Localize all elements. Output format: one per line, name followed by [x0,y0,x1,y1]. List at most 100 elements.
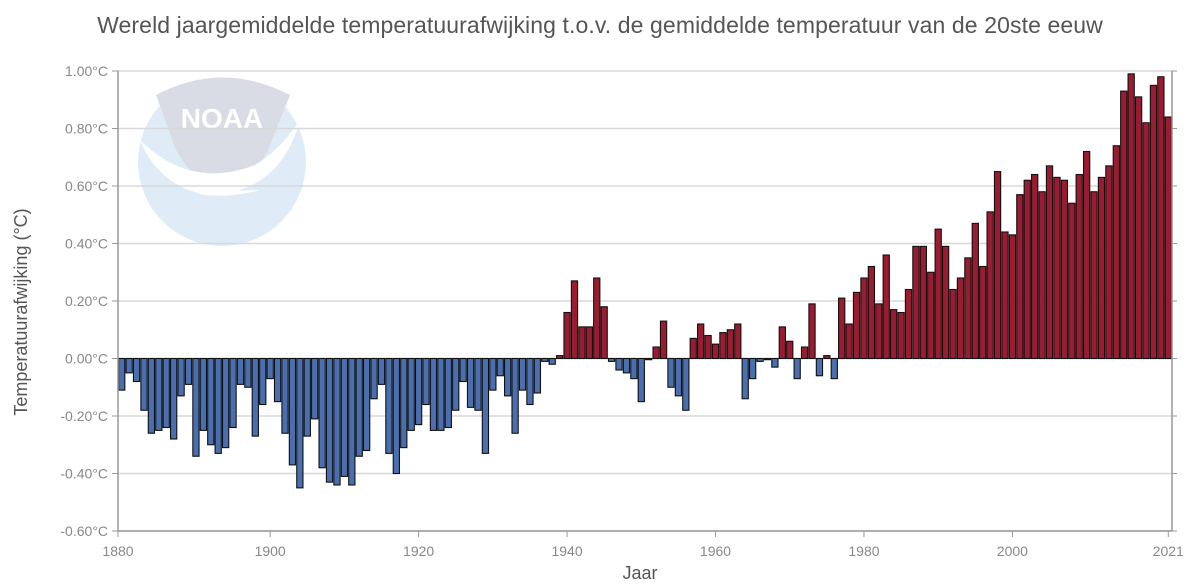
bar-1971 [793,357,801,380]
bar-1983 [882,254,890,360]
bar-1880 [118,357,126,391]
bar-1973 [808,303,816,360]
bar-1952 [652,346,660,360]
bars [118,73,1172,489]
bar-1932 [504,357,512,397]
bar-2000 [1008,234,1017,360]
bar-1930 [489,357,497,391]
bar-2004 [1038,191,1046,360]
y-tick-label: -0.40°C [60,466,108,482]
bar-1968 [771,357,779,368]
bar-1944 [593,277,601,360]
bar-1897 [244,357,252,388]
y-tick-label: 0.20°C [65,293,108,309]
bar-1911 [348,357,356,486]
bar-1951 [645,357,653,361]
bar-1992 [949,288,957,360]
bar-1976 [830,357,838,380]
bar-1890 [192,357,200,457]
bar-1909 [333,357,341,486]
bar-1892 [207,357,215,446]
bar-1966 [756,357,764,362]
y-axis-title: Temperatuurafwijking (°C) [11,208,31,415]
bar-1908 [325,357,334,483]
bar-1883 [140,357,148,411]
bar-2013 [1105,165,1113,360]
bar-1988 [919,245,928,360]
bar-1963 [734,323,742,360]
bar-1943 [585,326,593,360]
bar-2007 [1060,179,1069,360]
bar-1902 [281,357,289,434]
x-tick-label: 1900 [255,543,286,559]
bar-1964 [741,357,749,400]
bar-1920 [414,357,423,426]
bar-2008 [1068,202,1076,360]
bar-1904 [296,357,304,489]
x-tick-label: 1960 [700,543,731,559]
x-tick-label: 1980 [848,543,879,559]
bar-1987 [912,245,920,360]
bar-1969 [778,326,786,360]
bar-1900 [266,357,274,380]
bar-1925 [452,357,460,411]
bar-1901 [273,357,282,403]
bar-2006 [1053,176,1061,360]
bar-1917 [392,357,401,475]
x-tick-label: 2000 [997,543,1028,559]
bar-1928 [474,357,482,411]
bar-1990 [934,228,942,360]
bar-1896 [236,357,245,385]
bar-1929 [481,357,490,454]
bar-1979 [852,291,861,360]
bar-1978 [845,323,853,360]
bar-1893 [214,357,222,454]
bar-1889 [184,357,193,385]
axes [112,70,1177,537]
bar-1888 [177,357,185,397]
bar-1938 [548,357,556,365]
bar-1926 [459,357,467,383]
bar-1984 [889,309,898,360]
x-tick-label: 1940 [551,543,582,559]
bar-1948 [622,357,631,374]
bar-1967 [763,357,772,361]
bar-1986 [904,288,913,360]
bar-1924 [444,357,452,429]
y-tick-label: 0.60°C [65,178,108,194]
y-axis-labels: 1.00°C 0.80°C 0.60°C 0.40°C 0.20°C 0.00°C -0.2… [60,63,108,539]
bar-1953 [659,320,668,360]
bar-1937 [541,357,549,362]
bar-2017 [1134,96,1143,360]
bar-1941 [570,280,579,360]
bar-1881 [125,357,133,374]
bar-1906 [311,357,319,420]
bar-1962 [726,329,735,360]
bar-1884 [147,357,156,434]
bar-1899 [259,357,267,406]
bar-2003 [1031,173,1039,360]
x-tick-label: 2021 [1153,543,1184,559]
bar-2020 [1157,76,1165,360]
x-tick-label: 1880 [102,543,133,559]
bar-1887 [170,357,178,440]
bar-1934 [518,357,527,391]
bar-1981 [867,265,876,360]
bar-1894 [221,357,230,449]
bar-2010 [1082,150,1091,360]
bar-1927 [466,357,475,408]
bar-1946 [607,357,616,362]
bar-1916 [385,357,393,454]
bar-2011 [1090,191,1098,360]
bar-1939 [555,355,564,360]
x-axis-title: Jaar [622,563,657,583]
bar-1940 [563,311,571,360]
bar-1960 [711,343,720,360]
bar-1974 [815,357,824,377]
bar-2012 [1097,176,1106,360]
bar-1956 [682,357,690,411]
bar-2014 [1112,145,1120,360]
bar-1910 [340,357,349,477]
bar-1942 [578,326,586,360]
bar-1994 [964,257,972,360]
